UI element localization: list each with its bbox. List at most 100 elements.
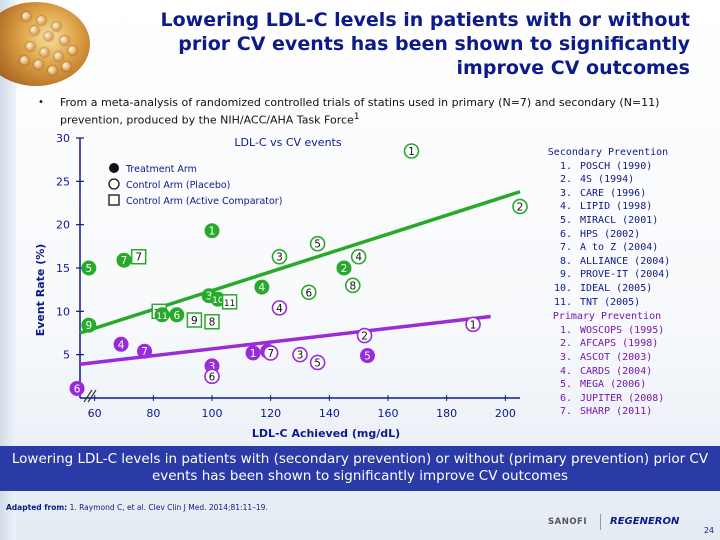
- point-marker-square: [130, 248, 147, 265]
- point-label: 5: [314, 357, 321, 369]
- point-marker-filled-circle: [254, 279, 270, 295]
- globe-bead-icon: [34, 60, 43, 69]
- trial-name: WOSCOPS (1995): [580, 324, 665, 336]
- trial-number: 1.: [559, 324, 572, 336]
- secondary-point: 11: [154, 307, 170, 323]
- trial-number: 7.: [559, 406, 572, 418]
- point-marker-open-circle: [350, 248, 367, 265]
- secondary-point: 2: [512, 198, 528, 215]
- point-marker-open-circle: [309, 235, 326, 252]
- trial-number: 3.: [559, 351, 572, 363]
- secondary-trial-6: 6. HPS (2002): [528, 228, 718, 242]
- x-tick-label: 140: [319, 407, 340, 420]
- axis-break-mark: [83, 389, 93, 403]
- secondary-trial-3: 3. CARE (1996): [528, 187, 718, 201]
- primary-point: 4: [271, 300, 288, 316]
- y-tick-label: 25: [56, 175, 70, 188]
- point-label: 1: [250, 348, 257, 360]
- primary-point: 7: [137, 343, 153, 359]
- point-marker-filled-circle: [204, 223, 220, 239]
- y-tick-label: 10: [56, 305, 70, 318]
- point-marker-filled-circle: [154, 307, 170, 323]
- point-label: 3: [297, 350, 304, 362]
- globe-bead-icon: [44, 32, 53, 41]
- bullet-body: From a meta-analysis of randomized contr…: [38, 96, 698, 128]
- secondary-point: 4: [350, 248, 367, 265]
- point-label: 7: [135, 252, 142, 264]
- point-label: 2: [361, 331, 368, 343]
- point-label: 5: [364, 351, 371, 363]
- secondary-point: 9: [81, 317, 97, 333]
- secondary-trial-9: 9. PROVE-IT (2004): [528, 268, 718, 282]
- point-label: 8: [349, 280, 356, 292]
- point-marker-filled-circle: [245, 345, 261, 361]
- secondary-trial-2: 2. 4S (1994): [528, 173, 718, 187]
- point-marker-filled-circle: [69, 380, 85, 396]
- trial-number: 11.: [553, 296, 572, 308]
- secondary-point: 9: [186, 312, 203, 328]
- primary-point: 1: [465, 316, 481, 333]
- secondary-point: 6: [169, 307, 185, 323]
- point-label: 9: [85, 320, 92, 332]
- x-tick-label: 100: [202, 407, 223, 420]
- point-label: 4: [276, 303, 283, 315]
- point-label: 6: [305, 287, 312, 299]
- legend-label: Control Arm (Placebo): [126, 180, 230, 191]
- point-marker-open-circle: [292, 346, 308, 363]
- point-label: 6: [74, 383, 81, 395]
- primary-point: 4: [113, 336, 129, 352]
- point-marker-filled-circle: [81, 317, 97, 333]
- secondary-point: 11: [221, 294, 238, 310]
- y-tick-label: 20: [56, 219, 70, 232]
- globe-bead-icon: [20, 56, 29, 65]
- point-label: 1: [209, 226, 216, 238]
- trial-number: 3.: [559, 187, 572, 199]
- point-marker-open-circle: [309, 354, 326, 371]
- trial-name: JUPITER (2008): [580, 392, 665, 404]
- trial-name: 4S (1994): [580, 174, 635, 186]
- sponsor-logos: SANOFI REGENERON: [548, 514, 688, 532]
- bullet-superscript: 1: [353, 111, 360, 122]
- sanofi-logo: SANOFI: [548, 517, 588, 527]
- primary-trial-5: 5. MEGA (2006): [528, 378, 718, 392]
- y-axis-label: Event Rate (%): [34, 244, 47, 337]
- point-marker-filled-circle: [137, 343, 153, 359]
- secondary-point: 5: [309, 235, 326, 252]
- x-tick-label: 200: [495, 407, 516, 420]
- point-label: 5: [314, 239, 321, 251]
- secondary-trial-8: 8. ALLIANCE (2004): [528, 255, 718, 269]
- point-marker-open-circle: [512, 198, 528, 215]
- point-label: 3: [206, 291, 213, 303]
- point-label: 2: [341, 263, 348, 275]
- primary-point: 6: [69, 380, 85, 396]
- trial-name: MEGA (2006): [580, 379, 647, 391]
- secondary-trial-7: 7. A to Z (2004): [528, 241, 718, 255]
- primary-point: 7: [262, 345, 279, 361]
- secondary-point: 1: [204, 223, 220, 239]
- trial-number: 8.: [559, 255, 572, 267]
- primary-point: 5: [359, 348, 375, 364]
- point-label: 8: [209, 317, 216, 329]
- trial-name: ASCOT (2003): [580, 351, 653, 363]
- trial-number: 6.: [559, 392, 572, 404]
- secondary-point: 8: [344, 277, 361, 294]
- trial-name: IDEAL (2005): [580, 282, 653, 294]
- trial-number: 6.: [559, 228, 572, 240]
- primary-point: 2: [356, 327, 373, 344]
- primary-point: 6: [204, 368, 220, 385]
- x-tick-label: 80: [146, 407, 160, 420]
- bullet-content: From a meta-analysis of randomized contr…: [60, 96, 660, 127]
- trial-number: 4.: [559, 365, 572, 377]
- point-label: 10: [212, 296, 224, 306]
- point-label: 7: [121, 255, 128, 267]
- secondary-trial-list: 1. POSCH (1990) 2. 4S (1994) 3. CARE (1996) 4.…: [528, 160, 718, 310]
- y-tick-label: 15: [56, 262, 70, 275]
- trial-name: HPS (2002): [580, 228, 641, 240]
- footnote: Adapted from: 1. Raymond C, et al. Clev …: [6, 503, 268, 512]
- globe-bead-icon: [37, 16, 46, 25]
- point-label: 5: [85, 263, 92, 275]
- trial-list: Secondary Prevention 1. POSCH (1990) 2. 4S …: [528, 146, 718, 419]
- globe-bead-icon: [60, 36, 69, 45]
- trial-name: LIPID (1998): [580, 201, 653, 213]
